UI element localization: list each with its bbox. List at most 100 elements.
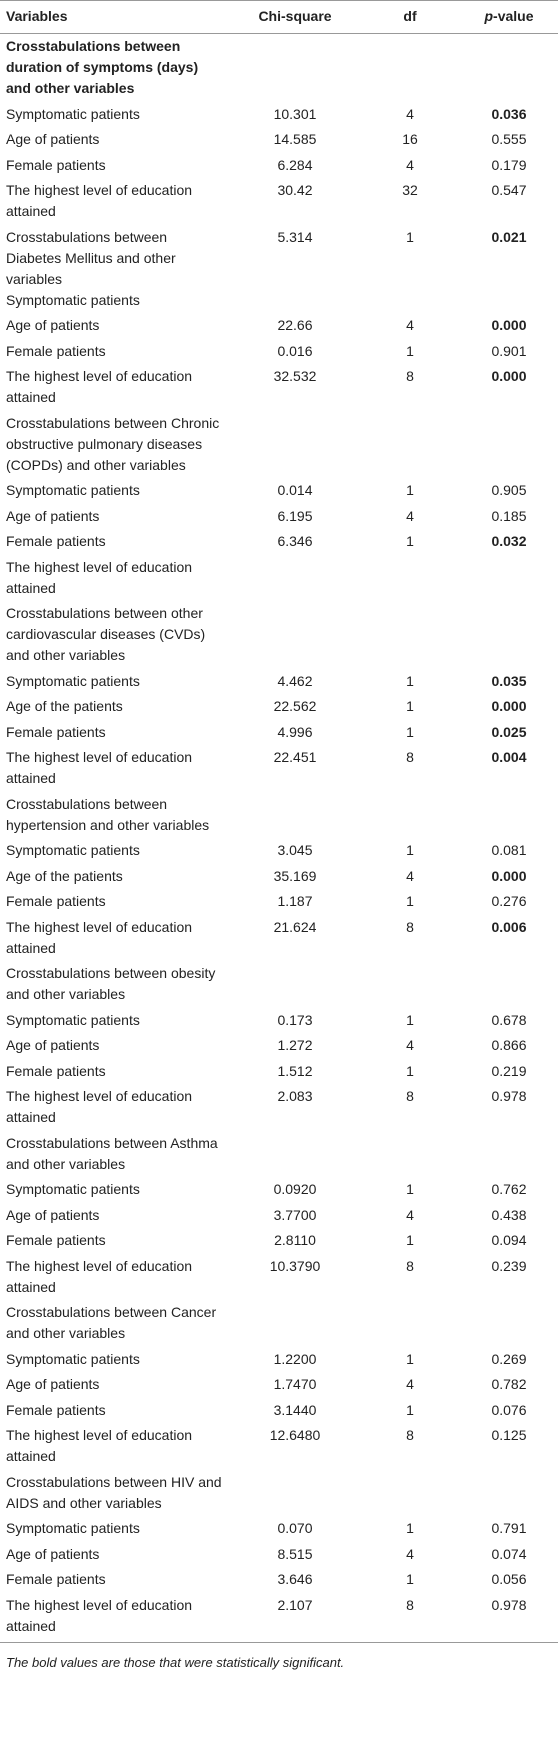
value-cell: 0.239 — [491, 1257, 527, 1274]
data-table: Variables Chi-square df p-value Crosstabula… — [0, 0, 558, 1643]
variable-cell: Age of patients — [6, 1376, 100, 1392]
header-text: -value — [493, 8, 534, 24]
value-cell: 1 — [406, 842, 414, 858]
variable-cell: The highest level of education attained — [6, 1257, 193, 1295]
variable-cell: Crosstabulations between hypertension an… — [6, 795, 210, 833]
table-row: Age of the patients 22.562 1 0.000 — [0, 694, 558, 720]
value-cell: 4.996 — [277, 723, 313, 740]
table-row: The highest level of education attained 2… — [0, 745, 558, 792]
value-cell: 0.074 — [491, 1545, 527, 1562]
value-cell: 2.8110 — [274, 1232, 316, 1248]
value-cell: 0.782 — [491, 1376, 527, 1392]
value-cell: 0.762 — [491, 1181, 527, 1197]
value-cell: 6.195 — [277, 507, 313, 524]
table-row: The highest level of education attained 1… — [0, 1423, 558, 1470]
value-cell: 0.276 — [491, 893, 527, 909]
table-row: Female patients 2.8110 1 0.094 — [0, 1228, 558, 1254]
variable-cell: Symptomatic patients — [6, 1520, 140, 1536]
value-cell — [230, 961, 360, 1008]
value-cell — [460, 555, 558, 602]
value-cell — [460, 411, 558, 479]
value-cell: 0.081 — [491, 842, 527, 858]
value-cell: 1 — [406, 1062, 414, 1079]
table-row: Crosstabulations between obesity and oth… — [0, 961, 558, 1008]
value-cell: 14.585 — [273, 131, 317, 147]
value-cell: 0.016 — [277, 342, 313, 359]
table-row: The highest level of education attained 3… — [0, 364, 558, 411]
variable-cell: The highest level of education attained — [6, 368, 193, 405]
value-cell: 0.004 — [491, 749, 527, 765]
value-cell: 1 — [406, 482, 414, 498]
value-cell: 0.219 — [491, 1062, 527, 1079]
value-cell: 0.269 — [491, 1350, 527, 1367]
value-cell: 0.021 — [491, 228, 527, 245]
value-cell: 0.978 — [491, 1088, 527, 1104]
variable-cell: Female patients — [6, 156, 106, 173]
value-cell: 0.901 — [491, 342, 527, 359]
value-cell: 1 — [406, 723, 414, 740]
table-row: The highest level of education attained 2… — [0, 1592, 558, 1643]
table-row: The highest level of education attained 2… — [0, 1084, 558, 1131]
value-cell: 10.3790 — [269, 1257, 321, 1274]
variable-cell: Female patients — [6, 533, 106, 549]
table-row: Symptomatic patients 0.173 1 0.678 — [0, 1008, 558, 1034]
value-cell: 4 — [406, 507, 414, 524]
table-row: The highest level of education attained 2… — [0, 915, 558, 962]
value-cell: 0.000 — [491, 698, 527, 714]
variable-cell: Symptomatic patients — [6, 1011, 140, 1028]
variable-cell: Crosstabulations between HIV and AIDS an… — [6, 1473, 222, 1511]
value-cell: 8 — [406, 918, 414, 935]
value-cell — [460, 1300, 558, 1347]
value-cell: 0.179 — [491, 156, 527, 173]
table-row: Crosstabulations between Cancer and othe… — [0, 1300, 558, 1347]
value-cell: 3.646 — [277, 1571, 313, 1587]
value-cell: 8.515 — [277, 1545, 313, 1562]
variable-cell: Crosstabulations between Diabetes Mellit… — [6, 228, 176, 308]
variable-cell: Age of patients — [6, 1206, 100, 1223]
value-cell: 1.2200 — [273, 1350, 317, 1367]
value-cell: 0.000 — [491, 368, 527, 384]
variable-cell: Female patients — [6, 1571, 106, 1587]
value-cell — [360, 1131, 460, 1178]
header-row: Variables Chi-square df p-value — [0, 0, 558, 34]
value-cell: 0.000 — [491, 317, 527, 333]
value-cell: 4 — [406, 1206, 414, 1223]
value-cell: 10.301 — [273, 105, 317, 122]
variable-cell: Symptomatic patients — [6, 672, 140, 689]
table-row: Crosstabulations between Diabetes Mellit… — [0, 225, 558, 314]
table-row: Female patients 3.1440 1 0.076 — [0, 1398, 558, 1424]
value-cell: 1 — [406, 1011, 414, 1028]
header-cell: Chi-square — [230, 0, 360, 34]
value-cell — [460, 601, 558, 669]
variable-cell: Age of patients — [6, 317, 100, 333]
value-cell — [360, 601, 460, 669]
value-cell: 3.1440 — [273, 1401, 317, 1418]
table-row: Crosstabulations between Chronic obstruc… — [0, 411, 558, 479]
variable-cell: Crosstabulations between obesity and oth… — [6, 965, 216, 1002]
variable-cell: Female patients — [6, 1062, 106, 1079]
value-cell: 4 — [406, 867, 414, 884]
table-row: Age of the patients 35.169 4 0.000 — [0, 864, 558, 890]
value-cell: 32 — [402, 182, 418, 198]
variable-cell: Crosstabulations between Chronic obstruc… — [6, 414, 220, 473]
value-cell: 1 — [406, 672, 414, 689]
value-cell — [230, 601, 360, 669]
value-cell — [360, 1470, 460, 1517]
value-cell — [230, 34, 360, 102]
variable-cell: Age of patients — [6, 1037, 100, 1053]
value-cell: 8 — [406, 1257, 414, 1274]
value-cell: 0.438 — [491, 1206, 527, 1223]
value-cell: 32.532 — [273, 368, 317, 384]
table-row: Symptomatic patients 0.070 1 0.791 — [0, 1516, 558, 1542]
variable-cell: Age of the patients — [6, 867, 123, 884]
value-cell: 1.512 — [277, 1062, 313, 1079]
value-cell: 8 — [406, 368, 414, 384]
variable-cell: The highest level of education attained — [6, 1427, 193, 1464]
value-cell: 0.905 — [491, 482, 527, 498]
value-cell — [360, 411, 460, 479]
value-cell: 1 — [406, 698, 414, 714]
footnote: The bold values are those that were stat… — [6, 1654, 345, 1670]
value-cell: 0.076 — [491, 1401, 527, 1418]
value-cell: 0.056 — [491, 1571, 527, 1587]
